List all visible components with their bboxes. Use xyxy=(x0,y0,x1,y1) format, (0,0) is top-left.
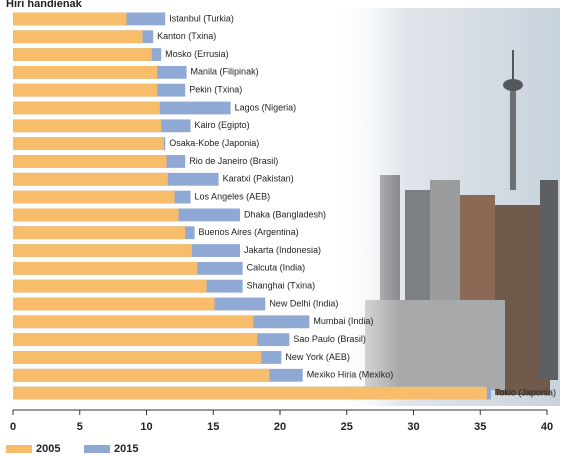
bar xyxy=(13,315,254,329)
bar xyxy=(13,48,152,61)
category-label: Shanghai (Txina) xyxy=(247,281,316,291)
category-label: Sao Paulo (Brasil) xyxy=(293,334,366,344)
bar xyxy=(13,279,207,293)
bar xyxy=(13,83,158,97)
bar xyxy=(13,226,186,240)
category-label: Karatxi (Pakistan) xyxy=(223,174,294,184)
category-label: Buenos Aires (Argentina) xyxy=(199,227,299,237)
category-label: Osaka-Kobe (Japonia) xyxy=(169,138,259,148)
bar xyxy=(13,208,179,222)
bar xyxy=(13,137,164,151)
bar xyxy=(13,12,127,26)
bar xyxy=(13,119,162,133)
x-tick-label: 40 xyxy=(541,421,553,433)
category-label: Mosko (Errusia) xyxy=(165,49,229,59)
x-tick-label: 30 xyxy=(407,421,419,433)
x-tick-label: 35 xyxy=(474,421,486,433)
x-tick-label: 25 xyxy=(341,421,353,433)
bar xyxy=(13,190,175,204)
legend-label: 2005 xyxy=(36,443,60,455)
category-label: Istanbul (Turkia) xyxy=(169,13,234,23)
bar xyxy=(13,101,160,115)
bar xyxy=(13,172,168,186)
bar xyxy=(13,65,158,79)
category-label: Mumbai (India) xyxy=(313,316,373,326)
chart-title: Hiri handienak xyxy=(6,0,83,10)
category-label: Kanton (Txina) xyxy=(157,31,216,41)
bar xyxy=(13,351,262,364)
category-label: Los Angeles (AEB) xyxy=(195,191,271,201)
legend-label: 2015 xyxy=(114,443,138,455)
category-label: Pekin (Txina) xyxy=(189,85,242,95)
category-label: Tokio (Japonia) xyxy=(495,387,556,397)
x-tick-label: 0 xyxy=(10,421,16,433)
bar xyxy=(13,30,143,44)
category-label: New York (AEB) xyxy=(285,352,350,362)
photo xyxy=(330,8,560,406)
category-label: Mexiko Hiria (Mexiko) xyxy=(307,370,394,380)
bar xyxy=(13,368,270,382)
x-tick-label: 10 xyxy=(140,421,152,433)
category-label: Dhaka (Bangladesh) xyxy=(244,209,326,219)
x-tick-label: 15 xyxy=(207,421,219,433)
legend-swatch xyxy=(6,445,32,453)
bar xyxy=(13,386,487,400)
category-label: New Delhi (India) xyxy=(269,298,338,308)
x-tick-label: 20 xyxy=(274,421,286,433)
category-label: Manila (Filipinak) xyxy=(191,67,259,77)
x-tick-label: 5 xyxy=(77,421,83,433)
category-label: Rio de Janeiro (Brasil) xyxy=(189,156,278,166)
bar xyxy=(13,261,198,275)
category-label: Jakarta (Indonesia) xyxy=(244,245,321,255)
legend-swatch xyxy=(84,445,110,453)
bar xyxy=(13,155,167,168)
bar xyxy=(13,333,258,347)
category-label: Calcuta (India) xyxy=(247,263,306,273)
category-label: Kairo (Egipto) xyxy=(195,120,250,130)
category-label: Lagos (Nigeria) xyxy=(235,102,297,112)
bar xyxy=(13,297,215,311)
bar xyxy=(13,244,192,257)
